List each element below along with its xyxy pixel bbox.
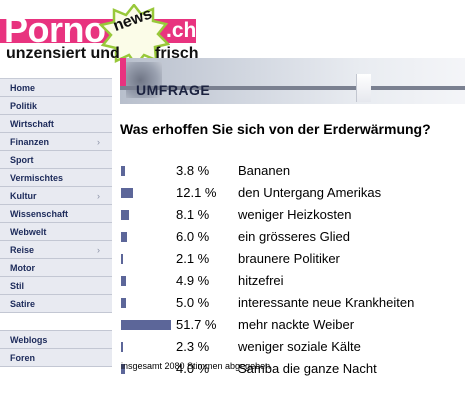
umfrage-banner: UMFRAGE bbox=[120, 58, 465, 104]
logo-domain-suffix: .ch bbox=[166, 19, 197, 42]
poll-result-bar bbox=[121, 166, 125, 176]
poll-result-bar bbox=[121, 320, 171, 330]
sidebar-item-label: Sport bbox=[10, 155, 34, 165]
poll-result-percent: 8.1 % bbox=[176, 207, 210, 222]
poll-result-row: 2.1 % braunere Politiker bbox=[120, 248, 465, 270]
sidebar-item-label: Wissenschaft bbox=[10, 209, 68, 219]
poll-result-bar bbox=[121, 364, 125, 374]
poll-result-percent: 2.1 % bbox=[176, 251, 210, 266]
poll-result-answer: weniger Heizkosten bbox=[238, 207, 352, 222]
poll-result-answer: mehr nackte Weiber bbox=[238, 317, 355, 332]
sidebar-item-finanzen[interactable]: Finanzen › bbox=[0, 133, 112, 151]
poll-result-bar bbox=[121, 254, 123, 264]
poll-result-bar bbox=[121, 298, 126, 308]
poll-result-row: 6.0 % ein grösseres Glied bbox=[120, 226, 465, 248]
poll-result-percent: 51.7 % bbox=[176, 317, 217, 332]
sidebar-item-label: Satire bbox=[10, 299, 36, 309]
sidebar-item-label: Weblogs bbox=[10, 335, 48, 345]
sidebar-item-webwelt[interactable]: Webwelt bbox=[0, 223, 112, 241]
poll-result-percent: 5.0 % bbox=[176, 295, 210, 310]
poll-result-percent: 2.3 % bbox=[176, 339, 210, 354]
sidebar-item-label: Motor bbox=[10, 263, 35, 273]
poll-result-bar bbox=[121, 188, 133, 198]
sidebar-item-home[interactable]: Home bbox=[0, 79, 112, 97]
poll-result-percent: 12.1 % bbox=[176, 185, 217, 200]
sidebar-item-politik[interactable]: Politik bbox=[0, 97, 112, 115]
sidebar-item-sport[interactable]: Sport bbox=[0, 151, 112, 169]
poll-result-percent: 6.0 % bbox=[176, 229, 210, 244]
poll-result-answer: den Untergang Amerikas bbox=[238, 185, 382, 200]
poll-result-percent: 3.8 % bbox=[176, 163, 210, 178]
sidebar-item-wissenschaft[interactable]: Wissenschaft bbox=[0, 205, 112, 223]
sidebar-item-vermischtes[interactable]: Vermischtes bbox=[0, 169, 112, 187]
site-logo[interactable]: Porno .ch news unzensiert und frisch bbox=[0, 0, 200, 70]
banner-pink-accent bbox=[120, 58, 126, 86]
poll-result-row: 3.8 % Bananen bbox=[120, 160, 465, 182]
poll-total-votes: insgesamt 2080 Stimmen abgegeben bbox=[121, 361, 271, 371]
sidebar-item-label: Politik bbox=[10, 101, 38, 111]
sidebar-item-label: Webwelt bbox=[10, 227, 47, 237]
sidebar-item-foren[interactable]: Foren bbox=[0, 349, 112, 367]
sidebar-item-label: Reise bbox=[10, 245, 35, 255]
logo-main-text: Porno bbox=[4, 9, 106, 50]
banner-graphic bbox=[126, 62, 162, 98]
poll-result-row: 12.1 % den Untergang Amerikas bbox=[120, 182, 465, 204]
sidebar-item-label: Home bbox=[10, 83, 36, 93]
sidebar-item-weblogs[interactable]: Weblogs bbox=[0, 331, 112, 349]
poll-question: Was erhoffen Sie sich von der Erderwärmu… bbox=[120, 121, 431, 137]
poll-result-answer: weniger soziale Kälte bbox=[238, 339, 361, 354]
chevron-right-icon: › bbox=[97, 137, 100, 147]
poll-result-row: 4.0 % Samba die ganze Nacht bbox=[120, 358, 465, 380]
poll-result-answer: ein grösseres Glied bbox=[238, 229, 350, 244]
chevron-right-icon: › bbox=[97, 245, 100, 255]
sidebar-item-label: Foren bbox=[10, 353, 36, 363]
chevron-right-icon: › bbox=[97, 191, 100, 201]
sidebar-nav: Home Politik Wirtschaft Finanzen › Sport Vermi… bbox=[0, 78, 112, 367]
sidebar-item-label: Vermischtes bbox=[10, 173, 64, 183]
sidebar-spacer bbox=[0, 313, 112, 331]
poll-result-row: 4.9 % hitzefrei bbox=[120, 270, 465, 292]
poll-result-bar bbox=[121, 342, 123, 352]
sidebar-item-label: Kultur bbox=[10, 191, 37, 201]
poll-result-bar bbox=[121, 276, 126, 286]
sidebar-item-wirtschaft[interactable]: Wirtschaft bbox=[0, 115, 112, 133]
sidebar-item-label: Wirtschaft bbox=[10, 119, 54, 129]
poll-result-bar bbox=[121, 210, 129, 220]
sidebar-item-stil[interactable]: Stil bbox=[0, 277, 112, 295]
poll-result-row: 5.0 % interessante neue Krankheiten bbox=[120, 292, 465, 314]
logo-tagline-left: unzensiert und bbox=[6, 45, 120, 62]
banner-stripe bbox=[120, 86, 465, 90]
poll-result-answer: hitzefrei bbox=[238, 273, 284, 288]
sidebar-item-reise[interactable]: Reise › bbox=[0, 241, 112, 259]
sidebar-item-satire[interactable]: Satire bbox=[0, 295, 112, 313]
poll-result-answer: braunere Politiker bbox=[238, 251, 340, 266]
poll-result-percent: 4.0 % bbox=[176, 361, 210, 376]
poll-result-row: 8.1 % weniger Heizkosten bbox=[120, 204, 465, 226]
poll-result-percent: 4.9 % bbox=[176, 273, 210, 288]
sidebar-item-label: Stil bbox=[10, 281, 25, 291]
poll-result-row: 51.7 % mehr nackte Weiber bbox=[120, 314, 465, 336]
sidebar-item-motor[interactable]: Motor bbox=[0, 259, 112, 277]
poll-result-answer: interessante neue Krankheiten bbox=[238, 295, 415, 310]
sidebar-item-label: Finanzen bbox=[10, 137, 50, 147]
poll-result-bar bbox=[121, 232, 127, 242]
poll-result-answer: Samba die ganze Nacht bbox=[238, 361, 377, 376]
banner-flag-graphic bbox=[356, 74, 371, 102]
poll-result-row: 2.3 % weniger soziale Kälte bbox=[120, 336, 465, 358]
banner-title: UMFRAGE bbox=[136, 82, 211, 98]
logo-tagline-right: frisch bbox=[155, 45, 199, 62]
poll-result-answer: Bananen bbox=[238, 163, 291, 178]
poll-results: 3.8 % Bananen 12.1 % den Untergang Amerikas… bbox=[120, 160, 465, 380]
sidebar-item-kultur[interactable]: Kultur › bbox=[0, 187, 112, 205]
